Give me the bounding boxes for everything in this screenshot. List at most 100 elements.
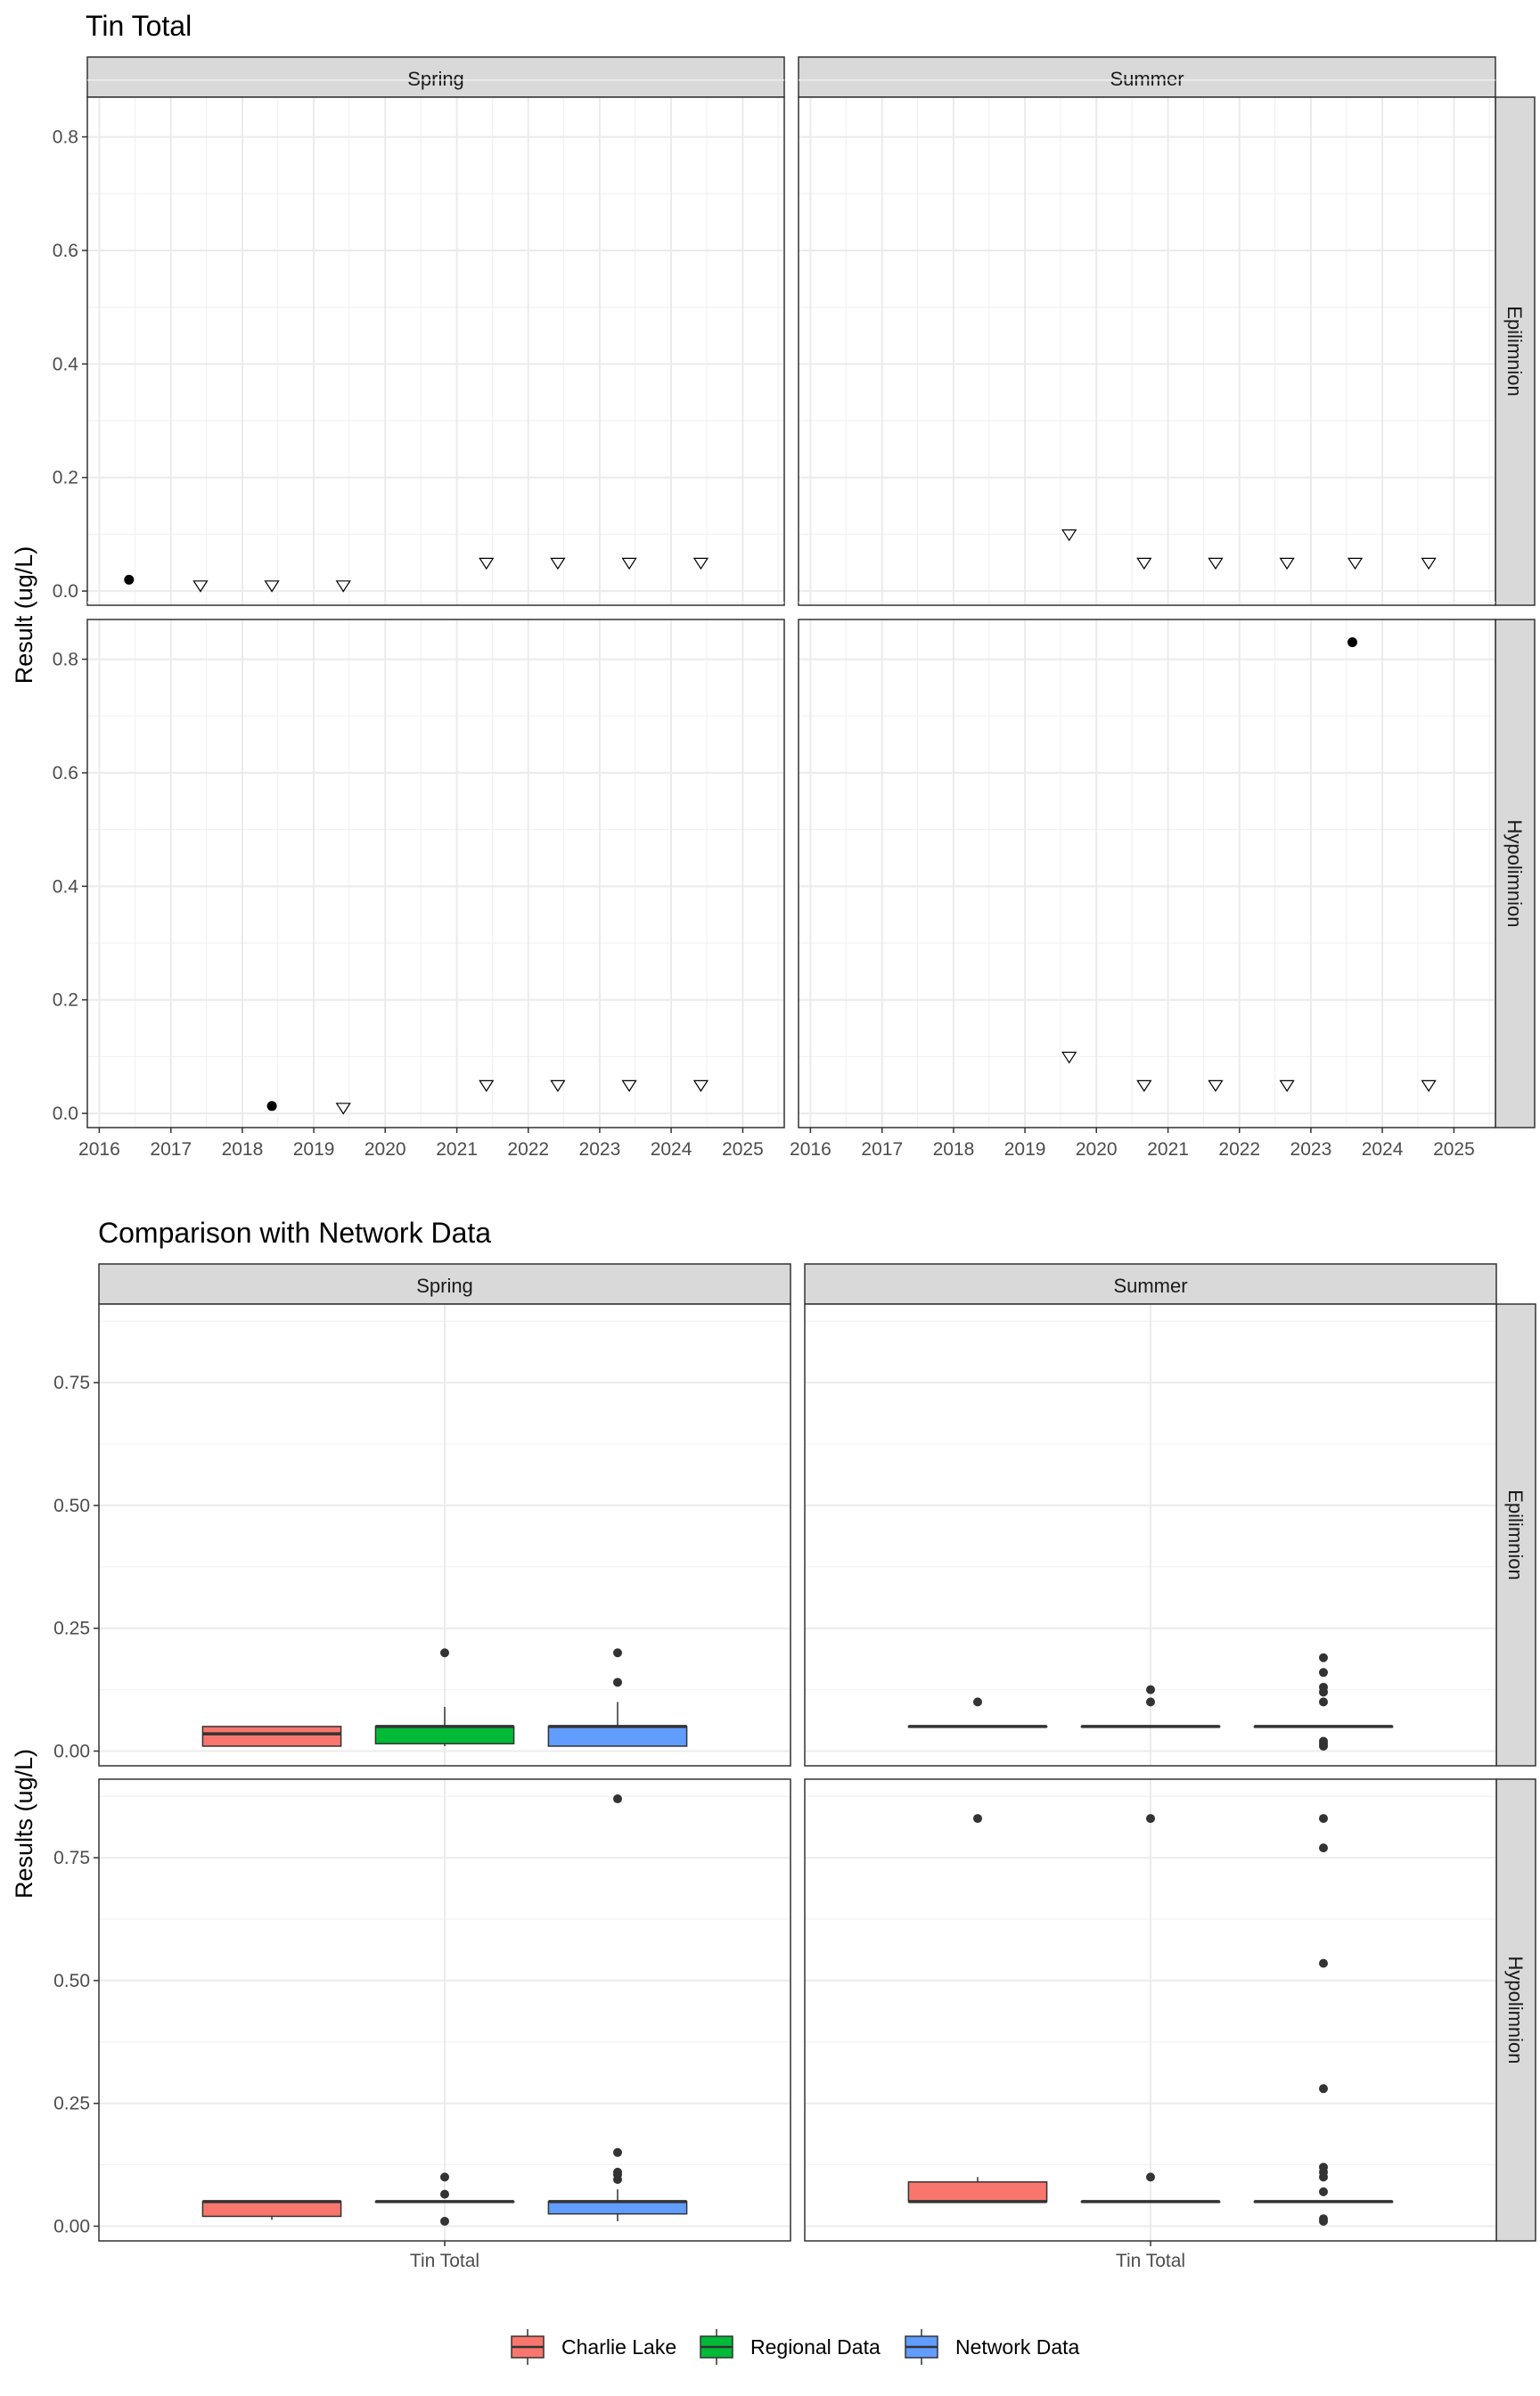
x-tick-label: 2025 bbox=[1433, 1139, 1475, 1160]
box-charlie-lake bbox=[907, 2181, 1048, 2203]
panel-background bbox=[87, 620, 784, 1128]
legend: Charlie Lake Regional Data Network Data bbox=[511, 2329, 1080, 2365]
strip-background bbox=[804, 1263, 1497, 1305]
data-point-below-detection bbox=[1279, 557, 1295, 570]
panel-summer-epilimnion bbox=[798, 79, 1496, 606]
y-tick-label: 0.75 bbox=[53, 1373, 90, 1393]
panel-border bbox=[804, 1303, 1497, 1767]
y-tick-label: 0.8 bbox=[53, 650, 78, 670]
strip-label-epilimnion: Epilimnion bbox=[1503, 306, 1526, 397]
panel-border bbox=[798, 619, 1496, 1128]
data-point-below-detection bbox=[335, 1103, 351, 1115]
strip-top-spring: Spring bbox=[98, 1263, 791, 1305]
outlier-point bbox=[613, 1794, 622, 1804]
data-point-below-detection bbox=[1347, 557, 1364, 570]
data-point-below-detection bbox=[1421, 1079, 1437, 1093]
data-point-detected bbox=[1347, 636, 1357, 647]
strip-label-spring: Spring bbox=[407, 68, 464, 90]
data-point-below-detection bbox=[1136, 557, 1152, 570]
strip-label-epilimnion: Epilimnion bbox=[1504, 1489, 1527, 1580]
x-tick-label: 2018 bbox=[222, 1139, 264, 1160]
data-point-below-detection bbox=[692, 557, 709, 570]
outlier-point bbox=[1319, 2214, 1328, 2224]
x-tick-label: 2025 bbox=[722, 1139, 764, 1160]
x-tick-label: 2023 bbox=[1290, 1139, 1332, 1160]
y-tick-label: 0.75 bbox=[53, 1848, 90, 1868]
data-point-below-detection bbox=[1061, 529, 1077, 542]
legend-label: Network Data bbox=[955, 2335, 1080, 2359]
chart-title: Comparison with Network Data bbox=[98, 1217, 491, 1249]
outlier-point bbox=[1319, 2162, 1328, 2172]
box-network-data bbox=[547, 2201, 688, 2215]
panel-summer-hypolimnion bbox=[804, 1778, 1497, 2242]
outlier-point bbox=[1319, 1736, 1328, 1746]
strip-label-hypolimnion: Hypolimnion bbox=[1504, 1956, 1527, 2064]
strip-right-hypolimnion: Hypolimnion bbox=[1495, 619, 1536, 1128]
y-tick-label: 0.2 bbox=[53, 468, 78, 488]
x-tick-label: 2020 bbox=[365, 1139, 406, 1160]
strip-background bbox=[1495, 1303, 1536, 1767]
strip-background bbox=[798, 56, 1496, 98]
strip-background bbox=[86, 56, 785, 98]
box-charlie-lake bbox=[201, 2201, 342, 2218]
outlier-point bbox=[973, 1814, 982, 1824]
x-axis: 2016 2017 2018 2019 2020 2021 2022 2023 2024 2025… bbox=[78, 1128, 1475, 1160]
data-point-below-detection bbox=[1208, 557, 1224, 570]
data-point-below-detection bbox=[621, 557, 637, 570]
y-tick-label: 0.4 bbox=[53, 354, 79, 374]
panel-summer-epilimnion bbox=[804, 1303, 1497, 1767]
panel-border bbox=[86, 96, 785, 606]
x-tick-label: 2022 bbox=[1218, 1139, 1260, 1160]
outlier-point bbox=[1146, 1685, 1155, 1694]
strip-background bbox=[1495, 619, 1536, 1128]
strip-label-spring: Spring bbox=[416, 1275, 473, 1297]
data-point-below-detection bbox=[335, 580, 351, 593]
data-point-below-detection bbox=[550, 1079, 566, 1093]
y-axis-label: Result (ug/L) bbox=[11, 546, 37, 685]
y-tick-label: 0.50 bbox=[53, 1971, 90, 1991]
outlier-point bbox=[1319, 1682, 1328, 1692]
panel-spring-hypolimnion bbox=[86, 602, 785, 1128]
x-tick-label: Tin Total bbox=[410, 2251, 479, 2271]
outlier-point bbox=[613, 1678, 622, 1687]
y-axis: 0.00 0.25 0.50 0.75 0.00 0.25 0.50 0.75 bbox=[53, 1373, 99, 2236]
x-tick-label: 2020 bbox=[1076, 1139, 1118, 1160]
panel-border bbox=[98, 1303, 791, 1767]
y-tick-label: 0.50 bbox=[53, 1496, 90, 1516]
y-tick-label: 0.00 bbox=[53, 2216, 90, 2236]
outlier-point bbox=[440, 2216, 449, 2226]
time-series-chart: Tin Total Result (ug/L) Spring Summer Ep… bbox=[11, 10, 1536, 1160]
y-tick-label: 0.25 bbox=[53, 2094, 90, 2114]
strip-background bbox=[1495, 96, 1536, 606]
box-charlie-lake bbox=[201, 1726, 342, 1747]
data-point-below-detection bbox=[1279, 1079, 1295, 1093]
outlier-point bbox=[1146, 2172, 1155, 2182]
x-tick-label: 2016 bbox=[790, 1139, 831, 1160]
y-axis: 0.0 0.2 0.4 0.6 0.8 0.0 0.2 0.4 0.6 0.8 bbox=[53, 127, 87, 1124]
outlier-point bbox=[1319, 1697, 1328, 1707]
strip-right-hypolimnion: Hypolimnion bbox=[1495, 1778, 1536, 2242]
x-tick-label: Tin Total bbox=[1116, 2251, 1185, 2271]
strip-label-hypolimnion: Hypolimnion bbox=[1503, 819, 1526, 927]
x-tick-label: 2018 bbox=[933, 1139, 975, 1160]
outlier-point bbox=[613, 1648, 622, 1658]
outlier-point bbox=[1319, 1653, 1328, 1662]
outlier-point bbox=[1146, 1697, 1155, 1707]
strip-background bbox=[1495, 1778, 1536, 2242]
panel-spring-epilimnion bbox=[86, 79, 785, 606]
data-point-below-detection bbox=[192, 580, 209, 593]
data-point-below-detection bbox=[692, 1079, 709, 1093]
data-point-detected bbox=[124, 574, 135, 585]
x-tick-label: 2024 bbox=[651, 1139, 692, 1160]
x-tick-label: 2016 bbox=[78, 1139, 120, 1160]
panel-border bbox=[798, 96, 1496, 606]
y-tick-label: 0.4 bbox=[53, 876, 79, 897]
x-tick-label: 2019 bbox=[293, 1139, 335, 1160]
outlier-point bbox=[613, 2147, 622, 2157]
data-point-below-detection bbox=[479, 557, 495, 570]
strip-right-epilimnion: Epilimnion bbox=[1495, 1303, 1536, 1767]
strip-right-epilimnion: Epilimnion bbox=[1495, 96, 1536, 606]
x-tick-label: 2017 bbox=[150, 1139, 192, 1160]
outlier-point bbox=[440, 2172, 449, 2182]
data-point-below-detection bbox=[1421, 557, 1437, 570]
